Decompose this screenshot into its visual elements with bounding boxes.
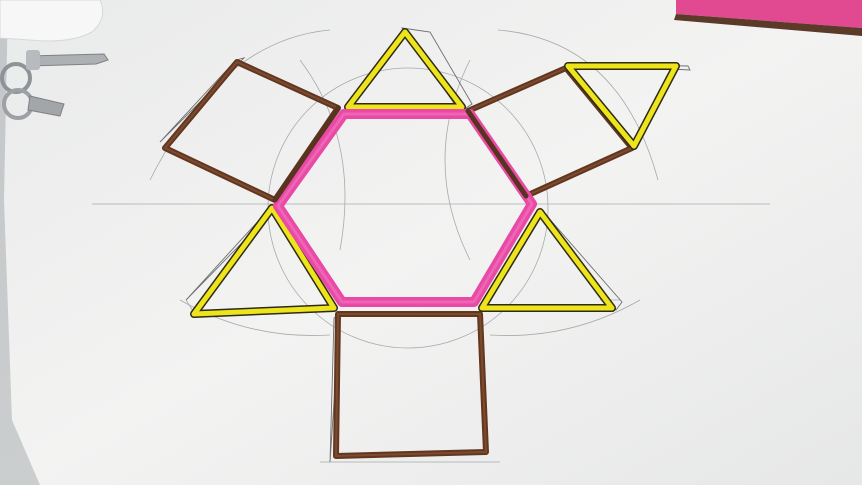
keys (0, 50, 109, 120)
mug (0, 0, 104, 42)
pink-marker (674, 0, 862, 36)
yellow-triangles (190, 28, 680, 318)
